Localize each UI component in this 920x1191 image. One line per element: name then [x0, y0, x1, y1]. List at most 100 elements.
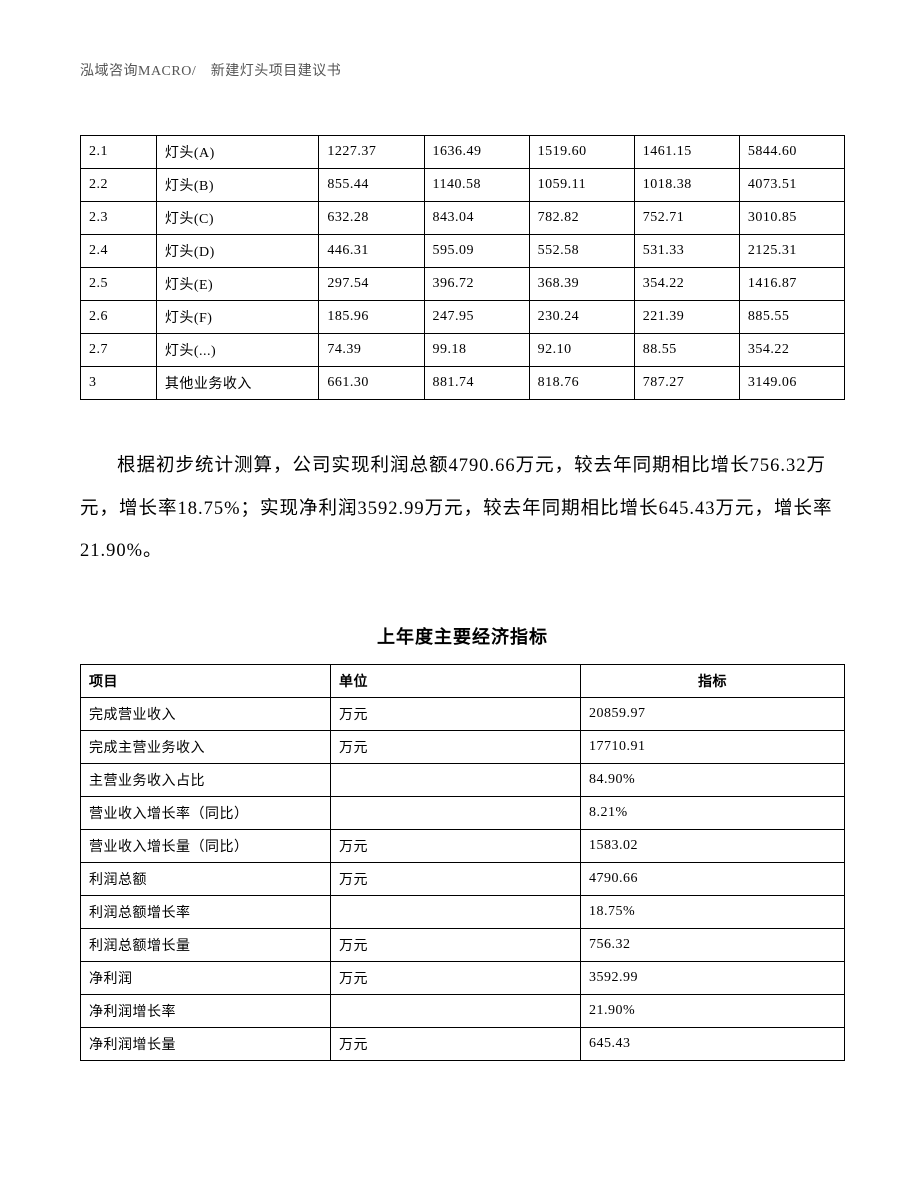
table-row: 利润总额 万元 4790.66: [81, 862, 845, 895]
row-index: 2.7: [81, 334, 157, 367]
row-indicator: 3592.99: [581, 961, 845, 994]
row-value: 1636.49: [424, 136, 529, 169]
row-unit: [331, 763, 581, 796]
header-unit: 单位: [331, 664, 581, 697]
table-row: 营业收入增长量（同比） 万元 1583.02: [81, 829, 845, 862]
row-unit: [331, 895, 581, 928]
row-value: 1227.37: [319, 136, 424, 169]
row-value: 297.54: [319, 268, 424, 301]
row-value: 1140.58: [424, 169, 529, 202]
row-value: 1018.38: [634, 169, 739, 202]
row-indicator: 4790.66: [581, 862, 845, 895]
row-item: 净利润增长量: [81, 1027, 331, 1060]
row-indicator: 645.43: [581, 1027, 845, 1060]
table-header-row: 项目 单位 指标: [81, 664, 845, 697]
row-index: 2.2: [81, 169, 157, 202]
row-name: 灯头(C): [156, 202, 319, 235]
row-item: 净利润: [81, 961, 331, 994]
row-value: 787.27: [634, 367, 739, 400]
row-index: 3: [81, 367, 157, 400]
table-row: 完成主营业务收入 万元 17710.91: [81, 730, 845, 763]
row-value: 4073.51: [739, 169, 844, 202]
row-indicator: 756.32: [581, 928, 845, 961]
header-text: 泓域咨询MACRO/ 新建灯头项目建议书: [80, 64, 341, 79]
row-value: 247.95: [424, 301, 529, 334]
row-value: 230.24: [529, 301, 634, 334]
row-item: 利润总额增长量: [81, 928, 331, 961]
row-unit: 万元: [331, 829, 581, 862]
table-row: 完成营业收入 万元 20859.97: [81, 697, 845, 730]
table-row: 2.5 灯头(E) 297.54 396.72 368.39 354.22 14…: [81, 268, 845, 301]
row-item: 利润总额增长率: [81, 895, 331, 928]
row-value: 74.39: [319, 334, 424, 367]
row-item: 营业收入增长率（同比）: [81, 796, 331, 829]
row-value: 531.33: [634, 235, 739, 268]
row-name: 其他业务收入: [156, 367, 319, 400]
table-row: 2.3 灯头(C) 632.28 843.04 782.82 752.71 30…: [81, 202, 845, 235]
row-index: 2.3: [81, 202, 157, 235]
row-index: 2.1: [81, 136, 157, 169]
row-unit: 万元: [331, 862, 581, 895]
row-name: 灯头(A): [156, 136, 319, 169]
row-value: 2125.31: [739, 235, 844, 268]
row-unit: 万元: [331, 961, 581, 994]
row-value: 818.76: [529, 367, 634, 400]
row-item: 利润总额: [81, 862, 331, 895]
row-item: 完成主营业务收入: [81, 730, 331, 763]
row-value: 88.55: [634, 334, 739, 367]
row-unit: [331, 994, 581, 1027]
row-indicator: 18.75%: [581, 895, 845, 928]
product-revenue-table: 2.1 灯头(A) 1227.37 1636.49 1519.60 1461.1…: [80, 135, 845, 400]
row-value: 661.30: [319, 367, 424, 400]
row-value: 595.09: [424, 235, 529, 268]
row-name: 灯头(...): [156, 334, 319, 367]
row-value: 782.82: [529, 202, 634, 235]
row-value: 368.39: [529, 268, 634, 301]
table2-header: 项目 单位 指标: [81, 664, 845, 697]
table-row: 2.7 灯头(...) 74.39 99.18 92.10 88.55 354.…: [81, 334, 845, 367]
row-value: 221.39: [634, 301, 739, 334]
table2-title: 上年度主要经济指标: [80, 623, 845, 649]
table-row: 2.2 灯头(B) 855.44 1140.58 1059.11 1018.38…: [81, 169, 845, 202]
row-indicator: 1583.02: [581, 829, 845, 862]
row-indicator: 84.90%: [581, 763, 845, 796]
row-unit: 万元: [331, 730, 581, 763]
row-item: 净利润增长率: [81, 994, 331, 1027]
row-value: 552.58: [529, 235, 634, 268]
economic-indicators-table: 项目 单位 指标 完成营业收入 万元 20859.97 完成主营业务收入 万元 …: [80, 664, 845, 1061]
row-indicator: 8.21%: [581, 796, 845, 829]
summary-paragraph: 根据初步统计测算，公司实现利润总额4790.66万元，较去年同期相比增长756.…: [80, 445, 845, 573]
row-unit: 万元: [331, 697, 581, 730]
row-name: 灯头(F): [156, 301, 319, 334]
row-index: 2.5: [81, 268, 157, 301]
header-indicator: 指标: [581, 664, 845, 697]
row-value: 1519.60: [529, 136, 634, 169]
row-item: 营业收入增长量（同比）: [81, 829, 331, 862]
row-unit: [331, 796, 581, 829]
row-unit: 万元: [331, 1027, 581, 1060]
row-value: 843.04: [424, 202, 529, 235]
table-row: 净利润增长率 21.90%: [81, 994, 845, 1027]
table-row: 2.4 灯头(D) 446.31 595.09 552.58 531.33 21…: [81, 235, 845, 268]
row-value: 632.28: [319, 202, 424, 235]
table-row: 2.6 灯头(F) 185.96 247.95 230.24 221.39 88…: [81, 301, 845, 334]
row-value: 354.22: [634, 268, 739, 301]
table2-body: 完成营业收入 万元 20859.97 完成主营业务收入 万元 17710.91 …: [81, 697, 845, 1060]
row-index: 2.4: [81, 235, 157, 268]
row-index: 2.6: [81, 301, 157, 334]
table-row: 3 其他业务收入 661.30 881.74 818.76 787.27 314…: [81, 367, 845, 400]
row-value: 99.18: [424, 334, 529, 367]
table1-body: 2.1 灯头(A) 1227.37 1636.49 1519.60 1461.1…: [81, 136, 845, 400]
row-unit: 万元: [331, 928, 581, 961]
row-value: 446.31: [319, 235, 424, 268]
table-row: 利润总额增长量 万元 756.32: [81, 928, 845, 961]
row-item: 完成营业收入: [81, 697, 331, 730]
row-value: 354.22: [739, 334, 844, 367]
table-row: 利润总额增长率 18.75%: [81, 895, 845, 928]
row-name: 灯头(E): [156, 268, 319, 301]
table-row: 2.1 灯头(A) 1227.37 1636.49 1519.60 1461.1…: [81, 136, 845, 169]
row-indicator: 17710.91: [581, 730, 845, 763]
table-row: 净利润增长量 万元 645.43: [81, 1027, 845, 1060]
table-row: 主营业务收入占比 84.90%: [81, 763, 845, 796]
row-value: 855.44: [319, 169, 424, 202]
